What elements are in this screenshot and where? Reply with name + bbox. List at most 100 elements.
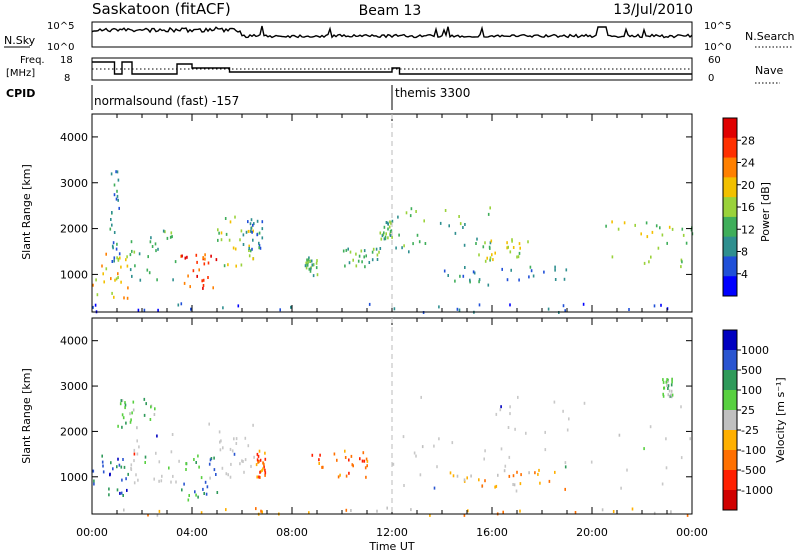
heatmap-cell — [478, 278, 481, 282]
heatmap-cell — [117, 257, 120, 261]
heatmap-cell — [368, 302, 371, 306]
heatmap-cell — [365, 457, 368, 461]
heatmap-cell — [261, 220, 264, 224]
heatmap-cell — [363, 459, 366, 463]
heatmap-cell — [147, 513, 149, 517]
heatmap-cell — [402, 435, 405, 439]
heatmap-cell — [264, 471, 267, 475]
heatmap-cell — [147, 255, 149, 259]
heatmap-cell — [680, 258, 683, 262]
heatmap-cell — [180, 302, 183, 306]
heatmap-cell — [490, 239, 493, 243]
heatmap-cell — [171, 433, 174, 436]
heatmap-cell — [158, 460, 161, 464]
heatmap-cell — [416, 233, 419, 237]
heatmap-cell — [222, 306, 224, 310]
y-tick-label: 4000 — [60, 335, 88, 348]
colorbar-swatch — [723, 197, 737, 218]
heatmap-cell — [544, 448, 547, 452]
heatmap-cell — [133, 459, 135, 463]
freq-series-line — [92, 61, 692, 75]
heatmap-cell — [207, 261, 210, 265]
freq-tick-low: 8 — [64, 73, 70, 84]
heatmap-cell — [144, 455, 147, 459]
heatmap-cell — [252, 423, 254, 427]
heatmap-cell — [121, 425, 123, 429]
heatmap-cell — [143, 397, 146, 401]
heatmap-cell — [259, 458, 262, 462]
heatmap-cell — [537, 472, 539, 476]
colorbar-swatch — [723, 256, 737, 277]
heatmap-cell — [337, 475, 340, 479]
heatmap-cell — [157, 308, 159, 312]
heatmap-cell — [671, 380, 673, 384]
heatmap-cell — [204, 257, 206, 261]
heatmap-cell — [178, 459, 180, 463]
heatmap-cell — [410, 207, 413, 211]
heatmap-cell — [172, 474, 174, 478]
colorbar-tick-label: 25 — [741, 404, 755, 417]
heatmap-cell — [310, 259, 313, 263]
heatmap-cell — [478, 478, 480, 482]
heatmap-cell — [150, 405, 152, 409]
heatmap-cell — [645, 221, 648, 225]
heatmap-cell — [126, 264, 129, 268]
heatmap-cell — [484, 259, 487, 263]
heatmap-cell — [170, 480, 172, 484]
colorbar-tick-label: 8 — [741, 246, 748, 259]
colorbar-swatch — [723, 118, 737, 139]
heatmap-cell — [398, 233, 400, 237]
heatmap-cell — [415, 210, 417, 213]
colorbar-swatch — [723, 236, 737, 257]
heatmap-cell — [118, 463, 121, 467]
heatmap-cell — [122, 494, 124, 497]
heatmap-cell — [111, 291, 113, 295]
heatmap-cell — [229, 475, 232, 479]
heatmap-cell — [345, 474, 348, 478]
heatmap-cell — [258, 475, 260, 479]
heatmap-cell — [233, 452, 236, 456]
y-tick-label: 2000 — [60, 425, 88, 438]
heatmap-cell — [218, 231, 220, 235]
heatmap-cell — [429, 513, 431, 517]
heatmap-cell — [102, 272, 104, 276]
heatmap-cell — [242, 243, 245, 246]
colorbar-swatch — [723, 216, 737, 238]
x-axis-label: Time UT — [368, 540, 414, 553]
heatmap-cell — [258, 241, 260, 245]
heatmap-cell — [138, 252, 141, 256]
heatmap-cell — [105, 252, 107, 256]
heatmap-cell — [120, 399, 123, 403]
heatmap-cell — [512, 246, 515, 249]
heatmap-cell — [257, 460, 260, 463]
heatmap-cell — [183, 482, 185, 486]
heatmap-cell — [119, 491, 121, 495]
heatmap-cell — [518, 278, 520, 282]
heatmap-cell — [583, 401, 586, 405]
heatmap-cell — [263, 465, 265, 469]
heatmap-cell — [662, 378, 664, 382]
heatmap-cell — [649, 425, 652, 429]
freq-label-1: Freq. — [20, 55, 45, 66]
heatmap-cell — [563, 277, 566, 281]
heatmap-cell — [412, 242, 414, 246]
heatmap-cell — [92, 283, 94, 287]
heatmap-cell — [116, 256, 118, 260]
colorbar-swatch — [723, 177, 737, 198]
heatmap-cell — [202, 256, 204, 260]
heatmap-cell — [245, 230, 248, 234]
heatmap-cell — [347, 247, 349, 251]
heatmap-cell — [220, 238, 223, 242]
heatmap-cell — [116, 189, 118, 193]
nave-label: Nave — [755, 64, 783, 77]
heatmap-cell — [120, 465, 123, 469]
heatmap-cell — [264, 451, 266, 455]
heatmap-cell — [109, 473, 111, 477]
heatmap-cell — [318, 458, 320, 462]
heatmap-cell — [132, 400, 135, 404]
heatmap-cell — [562, 409, 564, 413]
heatmap-cell — [257, 454, 260, 458]
heatmap-cell — [153, 477, 155, 481]
nave-tick-low: 0 — [708, 73, 714, 84]
heatmap-cell — [482, 245, 485, 249]
